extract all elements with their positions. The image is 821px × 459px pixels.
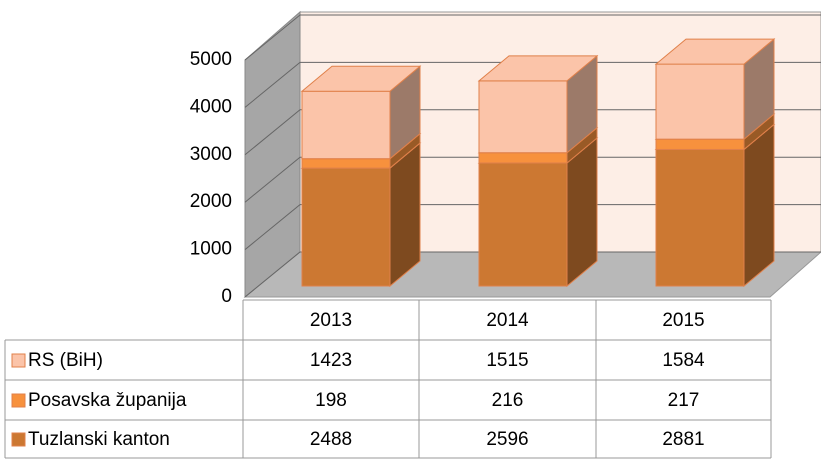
legend-swatch — [11, 432, 26, 447]
table-value: 216 — [492, 390, 524, 411]
legend-swatch — [11, 353, 26, 368]
y-tick-label: 3000 — [190, 144, 232, 165]
bar-top — [300, 65, 422, 92]
y-tick-label: 1000 — [190, 239, 232, 260]
bar-front — [655, 148, 745, 287]
y-tick-label: 5000 — [190, 49, 232, 70]
x-tick-label: 2014 — [486, 310, 529, 331]
bar-top — [477, 55, 599, 82]
grid-line — [244, 251, 821, 298]
bar-front — [301, 167, 391, 287]
bar-front — [655, 63, 745, 140]
bar-front — [301, 158, 391, 169]
table-value: 1515 — [486, 350, 528, 371]
table-value: 1584 — [662, 350, 705, 371]
bar-front — [478, 152, 568, 164]
legend-swatch — [11, 393, 26, 408]
grid-line — [244, 61, 821, 108]
table-value: 2596 — [486, 429, 528, 450]
legend-label: Posavska županija — [28, 390, 187, 411]
grid-line — [244, 109, 821, 156]
x-tick-label: 2013 — [310, 310, 352, 331]
side-wall — [244, 10, 301, 299]
y-tick-label: 2000 — [190, 191, 232, 212]
table-value: 2488 — [310, 429, 352, 450]
table-value: 1423 — [310, 350, 352, 371]
y-tick-label: 0 — [221, 286, 232, 307]
data-table: 2013 2014 2015 RS (BiH) 1423 1515 1584 Posavska… — [4, 299, 772, 459]
legend-label: Tuzlanski kanton — [28, 429, 170, 450]
bar-front — [478, 162, 568, 287]
bar-segment — [477, 54, 599, 154]
bar-segment — [654, 38, 776, 141]
grid-line — [244, 204, 821, 250]
x-tick-label: 2015 — [662, 310, 704, 331]
bar-front — [478, 80, 568, 154]
bar-segment — [300, 65, 422, 160]
table-value: 2881 — [662, 429, 704, 450]
legend-label: RS (BiH) — [28, 350, 103, 371]
y-tick-label: 4000 — [190, 96, 232, 117]
bar-front — [301, 90, 391, 160]
bars — [300, 38, 776, 288]
bar-front — [655, 138, 745, 150]
grid-line — [244, 14, 821, 61]
bar-side — [743, 123, 775, 288]
bar-side — [566, 136, 598, 288]
table-value: 217 — [668, 390, 700, 411]
bar-top — [654, 38, 776, 65]
table-value: 198 — [315, 390, 347, 411]
grid — [244, 14, 821, 298]
grid-line — [244, 156, 821, 203]
